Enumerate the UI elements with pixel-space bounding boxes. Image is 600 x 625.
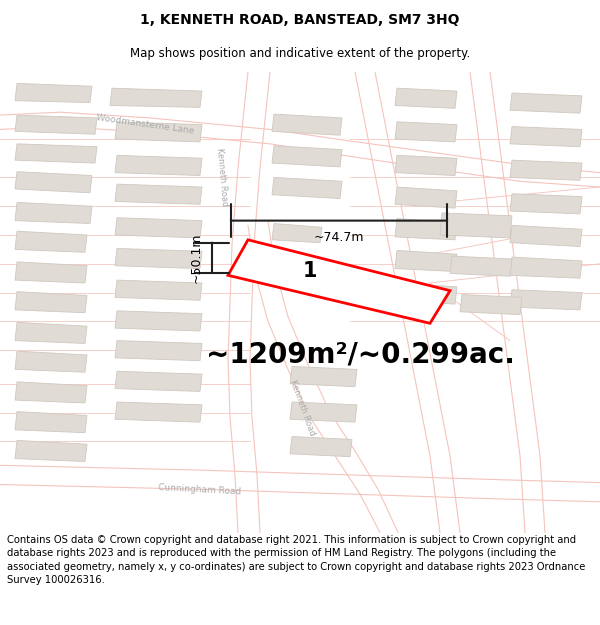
Text: ~74.7m: ~74.7m: [314, 231, 364, 244]
Polygon shape: [290, 366, 357, 387]
Polygon shape: [15, 83, 92, 102]
Polygon shape: [115, 371, 202, 391]
Text: Map shows position and indicative extent of the property.: Map shows position and indicative extent…: [130, 48, 470, 61]
Polygon shape: [115, 122, 202, 142]
Polygon shape: [228, 240, 450, 323]
Polygon shape: [15, 144, 97, 163]
Polygon shape: [510, 160, 582, 181]
Text: ~1209m²/~0.299ac.: ~1209m²/~0.299ac.: [206, 341, 514, 369]
Polygon shape: [450, 256, 512, 276]
Text: Contains OS data © Crown copyright and database right 2021. This information is : Contains OS data © Crown copyright and d…: [7, 535, 586, 585]
Polygon shape: [15, 172, 92, 192]
Text: 1, KENNETH ROAD, BANSTEAD, SM7 3HQ: 1, KENNETH ROAD, BANSTEAD, SM7 3HQ: [140, 13, 460, 27]
Polygon shape: [115, 311, 202, 331]
Polygon shape: [15, 382, 87, 403]
Text: Kenneth Road: Kenneth Road: [288, 379, 316, 437]
Polygon shape: [272, 224, 322, 243]
Polygon shape: [15, 322, 87, 344]
Polygon shape: [115, 341, 202, 361]
Polygon shape: [115, 184, 202, 204]
Polygon shape: [115, 156, 202, 176]
Polygon shape: [395, 156, 457, 176]
Polygon shape: [110, 88, 202, 107]
Polygon shape: [15, 351, 87, 372]
Polygon shape: [15, 231, 87, 253]
Polygon shape: [115, 217, 202, 238]
Polygon shape: [115, 280, 202, 300]
Polygon shape: [395, 219, 457, 240]
Text: Woodmansterne Lane: Woodmansterne Lane: [95, 113, 194, 136]
Polygon shape: [510, 194, 582, 214]
Polygon shape: [510, 290, 582, 310]
Polygon shape: [15, 115, 97, 134]
Polygon shape: [272, 146, 342, 167]
Polygon shape: [510, 93, 582, 113]
Polygon shape: [290, 402, 357, 422]
Polygon shape: [395, 88, 457, 108]
Polygon shape: [115, 249, 202, 269]
Polygon shape: [395, 283, 457, 304]
Text: ~50.1m: ~50.1m: [190, 232, 203, 283]
Text: Kenneth Road: Kenneth Road: [215, 148, 229, 207]
Polygon shape: [272, 177, 342, 199]
Polygon shape: [15, 412, 87, 432]
Polygon shape: [395, 251, 457, 271]
Polygon shape: [440, 213, 512, 238]
Polygon shape: [15, 441, 87, 461]
Polygon shape: [272, 114, 342, 135]
Polygon shape: [15, 202, 92, 224]
Polygon shape: [115, 402, 202, 422]
Text: Cunningham Road: Cunningham Road: [158, 482, 242, 496]
Polygon shape: [510, 127, 582, 147]
Polygon shape: [395, 122, 457, 142]
Polygon shape: [510, 257, 582, 278]
Polygon shape: [510, 226, 582, 246]
Text: 1: 1: [303, 261, 317, 281]
Polygon shape: [15, 292, 87, 312]
Polygon shape: [460, 294, 522, 314]
Polygon shape: [290, 436, 352, 457]
Polygon shape: [15, 262, 87, 283]
Polygon shape: [395, 187, 457, 208]
